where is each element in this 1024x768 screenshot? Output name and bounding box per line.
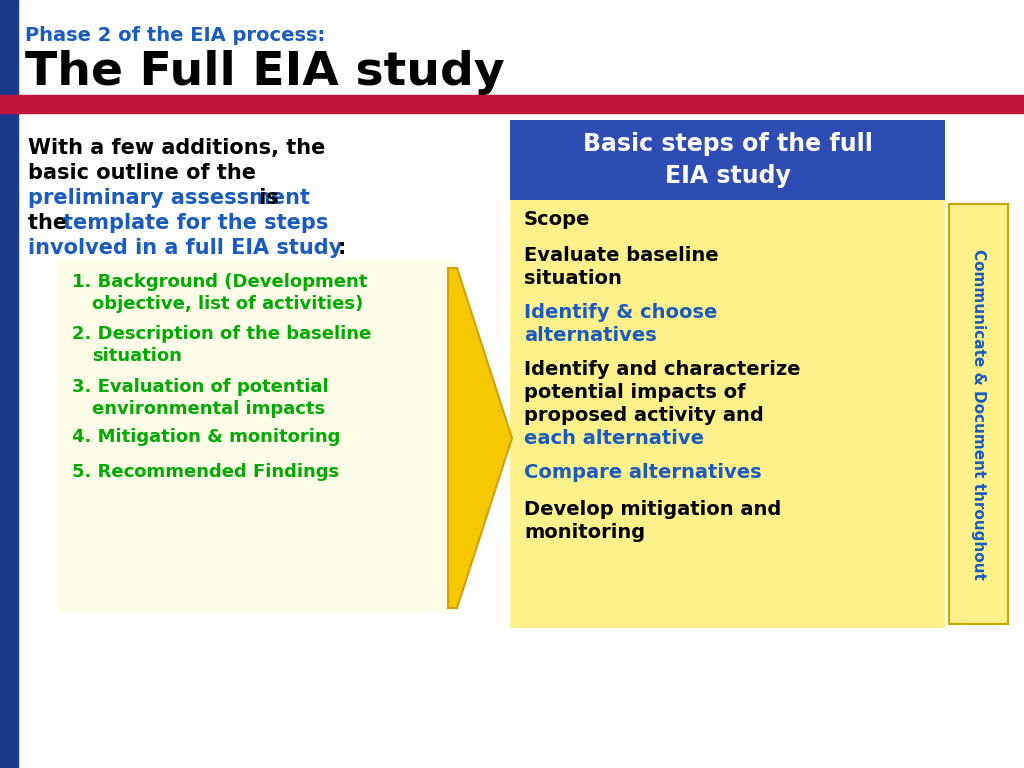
Text: With a few additions, the: With a few additions, the [28, 138, 326, 158]
Bar [0, 95, 1024, 113]
Text: environmental impacts: environmental impacts [92, 400, 326, 418]
Text: Scope: Scope [524, 210, 591, 229]
Text: The Full EIA study: The Full EIA study [25, 50, 505, 95]
Text: involved in a full EIA study: involved in a full EIA study [28, 238, 342, 258]
Text: Compare alternatives: Compare alternatives [524, 463, 762, 482]
Text: 1. Background (Development: 1. Background (Development [72, 273, 368, 291]
Text: alternatives: alternatives [524, 326, 656, 345]
Bar [0, 0, 18, 768]
Bar [58, 260, 455, 613]
Text: preliminary assessment: preliminary assessment [28, 188, 310, 208]
Text: is: is [252, 188, 279, 208]
Text: potential impacts of: potential impacts of [524, 383, 745, 402]
Text: template for the steps: template for the steps [63, 213, 329, 233]
Text: situation: situation [92, 347, 182, 365]
Text: the: the [28, 213, 75, 233]
Text: situation: situation [524, 269, 622, 288]
Text: Identify & choose: Identify & choose [524, 303, 718, 322]
Text: :: : [338, 238, 346, 258]
Polygon shape [449, 268, 512, 608]
Text: Communicate & Document throughout: Communicate & Document throughout [971, 249, 986, 579]
Text: 5. Recommended Findings: 5. Recommended Findings [72, 463, 339, 481]
Text: basic outline of the: basic outline of the [28, 163, 256, 183]
Text: objective, list of activities): objective, list of activities) [92, 295, 364, 313]
Text: Basic steps of the full
EIA study: Basic steps of the full EIA study [583, 132, 872, 188]
Text: Identify and characterize: Identify and characterize [524, 360, 801, 379]
Text: monitoring: monitoring [524, 523, 645, 542]
Text: proposed activity and: proposed activity and [524, 406, 764, 425]
Text: Evaluate baseline: Evaluate baseline [524, 246, 719, 265]
Text: each alternative: each alternative [524, 429, 705, 448]
Bar [510, 120, 945, 200]
Text: Phase 2 of the EIA process:: Phase 2 of the EIA process: [25, 26, 326, 45]
Bar [949, 204, 1008, 624]
Bar [510, 120, 945, 628]
Text: 4. Mitigation & monitoring: 4. Mitigation & monitoring [72, 428, 340, 446]
Text: 2. Description of the baseline: 2. Description of the baseline [72, 325, 372, 343]
Text: 3. Evaluation of potential: 3. Evaluation of potential [72, 378, 329, 396]
Text: Develop mitigation and: Develop mitigation and [524, 500, 781, 519]
